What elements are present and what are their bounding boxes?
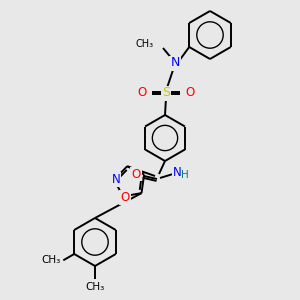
Text: CH₃: CH₃ <box>85 282 105 292</box>
Text: CH₃: CH₃ <box>41 255 60 265</box>
Text: N: N <box>172 167 182 179</box>
Text: O: O <box>137 86 147 100</box>
Text: N: N <box>112 173 121 186</box>
Text: S: S <box>162 86 170 100</box>
Text: CH₃: CH₃ <box>136 39 154 49</box>
Text: O: O <box>185 86 195 100</box>
Text: O: O <box>120 191 130 204</box>
Text: N: N <box>170 56 180 70</box>
Text: H: H <box>181 170 189 180</box>
Text: O: O <box>131 167 141 181</box>
